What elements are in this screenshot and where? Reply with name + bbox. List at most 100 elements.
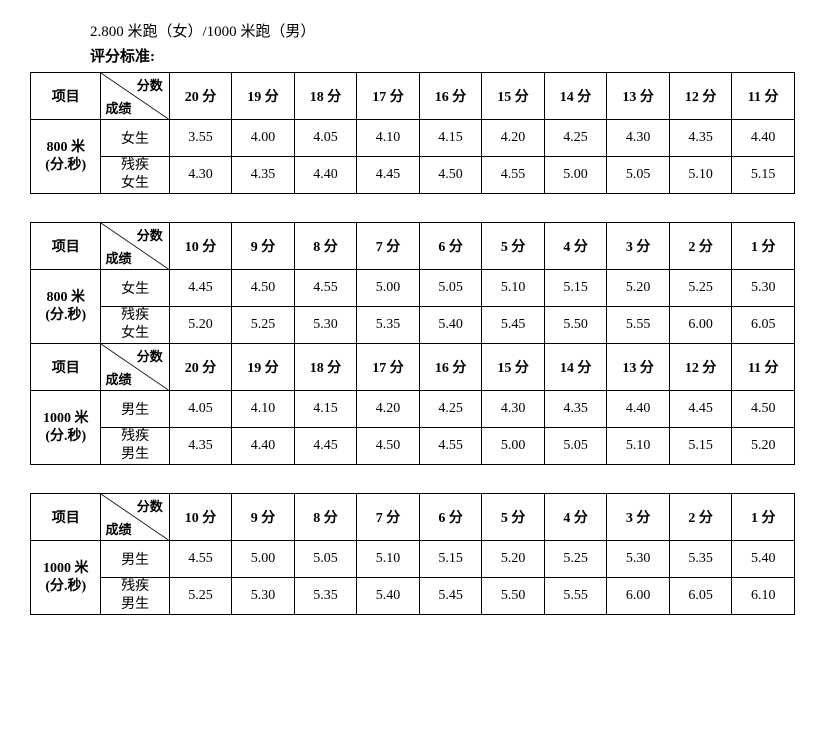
- data-cell: 5.15: [544, 270, 607, 307]
- row-header-distance: 800 米(分.秒): [31, 120, 101, 194]
- col-header-score: 4 分: [544, 223, 607, 270]
- col-header-score: 11 分: [732, 344, 795, 391]
- col-header-score: 5 分: [482, 494, 545, 541]
- col-header-diagonal: 分数 成绩: [101, 223, 169, 270]
- col-header-score: 3 分: [607, 223, 670, 270]
- data-cell: 4.45: [169, 270, 232, 307]
- col-header-score: 16 分: [419, 344, 482, 391]
- data-cell: 5.30: [294, 307, 357, 344]
- col-header-project: 项目: [31, 344, 101, 391]
- diag-top-label: 分数: [137, 225, 163, 244]
- data-cell: 5.30: [607, 541, 670, 578]
- col-header-score: 1 分: [732, 223, 795, 270]
- score-table: 项目 分数 成绩 10 分9 分8 分7 分6 分5 分4 分3 分2 分1 分…: [30, 222, 795, 465]
- col-header-score: 7 分: [357, 223, 420, 270]
- col-header-score: 2 分: [669, 223, 732, 270]
- row-header-distance: 1000 米(分.秒): [31, 541, 101, 615]
- data-cell: 4.20: [357, 391, 420, 428]
- data-cell: 4.10: [232, 391, 295, 428]
- data-cell: 6.05: [669, 578, 732, 615]
- diag-bot-label: 成绩: [105, 369, 131, 388]
- data-cell: 5.25: [544, 541, 607, 578]
- col-header-score: 13 分: [607, 73, 670, 120]
- col-header-score: 13 分: [607, 344, 670, 391]
- data-cell: 4.25: [544, 120, 607, 157]
- data-cell: 4.20: [482, 120, 545, 157]
- data-cell: 5.15: [669, 428, 732, 465]
- col-header-score: 8 分: [294, 223, 357, 270]
- data-cell: 5.20: [607, 270, 670, 307]
- diagonal-header-cell: 分数 成绩: [101, 73, 168, 119]
- data-cell: 4.10: [357, 120, 420, 157]
- data-cell: 4.50: [357, 428, 420, 465]
- col-header-score: 1 分: [732, 494, 795, 541]
- diag-top-label: 分数: [137, 75, 163, 94]
- col-header-score: 6 分: [419, 494, 482, 541]
- data-cell: 5.40: [357, 578, 420, 615]
- data-cell: 4.50: [732, 391, 795, 428]
- row-header-distance: 800 米(分.秒): [31, 270, 101, 344]
- score-table: 项目 分数 成绩 20 分19 分18 分17 分16 分15 分14 分13 …: [30, 72, 795, 194]
- col-header-score: 14 分: [544, 73, 607, 120]
- data-cell: 5.55: [544, 578, 607, 615]
- data-cell: 5.00: [544, 157, 607, 194]
- col-header-score: 11 分: [732, 73, 795, 120]
- data-cell: 5.55: [607, 307, 670, 344]
- data-cell: 4.05: [169, 391, 232, 428]
- data-cell: 4.30: [169, 157, 232, 194]
- col-header-score: 4 分: [544, 494, 607, 541]
- section-title: 2.800 米跑（女）/1000 米跑（男）: [90, 20, 795, 41]
- diagonal-header-cell: 分数 成绩: [101, 494, 168, 540]
- data-cell: 5.25: [669, 270, 732, 307]
- data-cell: 4.05: [294, 120, 357, 157]
- diagonal-header-cell: 分数 成绩: [101, 344, 168, 390]
- col-header-score: 17 分: [357, 73, 420, 120]
- col-header-score: 7 分: [357, 494, 420, 541]
- col-header-score: 18 分: [294, 73, 357, 120]
- diag-bot-label: 成绩: [105, 519, 131, 538]
- data-cell: 5.15: [732, 157, 795, 194]
- data-cell: 5.00: [232, 541, 295, 578]
- data-cell: 4.50: [419, 157, 482, 194]
- col-header-score: 12 分: [669, 73, 732, 120]
- data-cell: 4.15: [419, 120, 482, 157]
- col-header-score: 9 分: [232, 223, 295, 270]
- data-cell: 4.40: [732, 120, 795, 157]
- row-category: 残疾女生: [101, 157, 169, 194]
- col-header-score: 8 分: [294, 494, 357, 541]
- data-cell: 5.10: [482, 270, 545, 307]
- data-cell: 4.30: [607, 120, 670, 157]
- col-header-score: 10 分: [169, 223, 232, 270]
- data-cell: 5.10: [607, 428, 670, 465]
- col-header-score: 18 分: [294, 344, 357, 391]
- data-cell: 4.40: [607, 391, 670, 428]
- data-cell: 5.05: [607, 157, 670, 194]
- data-cell: 4.35: [669, 120, 732, 157]
- data-cell: 4.55: [482, 157, 545, 194]
- data-cell: 4.40: [294, 157, 357, 194]
- data-cell: 5.00: [357, 270, 420, 307]
- diag-top-label: 分数: [137, 346, 163, 365]
- diag-bot-label: 成绩: [105, 248, 131, 267]
- data-cell: 5.25: [232, 307, 295, 344]
- row-category: 残疾男生: [101, 578, 169, 615]
- data-cell: 4.55: [169, 541, 232, 578]
- row-category: 男生: [101, 391, 169, 428]
- data-cell: 5.05: [544, 428, 607, 465]
- col-header-project: 项目: [31, 73, 101, 120]
- col-header-score: 19 分: [232, 73, 295, 120]
- data-cell: 5.20: [482, 541, 545, 578]
- diagonal-header-cell: 分数 成绩: [101, 223, 168, 269]
- diag-bot-label: 成绩: [105, 98, 131, 117]
- data-cell: 4.25: [419, 391, 482, 428]
- data-cell: 6.00: [669, 307, 732, 344]
- data-cell: 5.35: [357, 307, 420, 344]
- row-category: 女生: [101, 120, 169, 157]
- col-header-score: 2 分: [669, 494, 732, 541]
- tables-container: 项目 分数 成绩 20 分19 分18 分17 分16 分15 分14 分13 …: [30, 72, 795, 615]
- data-cell: 5.10: [669, 157, 732, 194]
- col-header-score: 5 分: [482, 223, 545, 270]
- data-cell: 4.00: [232, 120, 295, 157]
- data-cell: 4.55: [294, 270, 357, 307]
- data-cell: 5.40: [732, 541, 795, 578]
